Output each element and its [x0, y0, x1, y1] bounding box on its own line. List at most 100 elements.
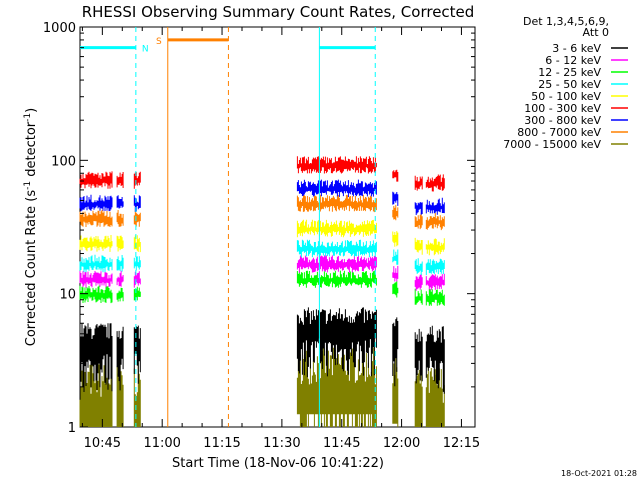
series-trace: [133, 210, 141, 227]
x-tick-label: 12:15: [443, 436, 480, 451]
series-trace: [414, 274, 423, 291]
x-tick-label: 11:15: [203, 436, 240, 451]
flag-interval: [318, 27, 376, 427]
series-trace: [392, 249, 399, 265]
legend-label: 6 - 12 keV: [545, 54, 601, 67]
series-trace: [116, 270, 124, 287]
series-trace: [116, 172, 124, 188]
series-12-25-kev: [79, 270, 445, 306]
axis-layer: 1 10 100 1000 10:45 11:00 11:15 11:30 11:45 12:00…: [43, 21, 480, 451]
series-trace: [392, 281, 399, 298]
flag-label: S: [156, 37, 162, 47]
series-trace: [79, 285, 113, 304]
series-trace: [296, 270, 377, 288]
series-50-100-kev: [79, 219, 445, 256]
legend-label: 300 - 800 keV: [524, 114, 601, 127]
y-axis-label-sup2: -1: [23, 113, 33, 122]
series-trace: [133, 325, 141, 384]
flag-label: N: [142, 45, 149, 55]
series-trace: [296, 255, 377, 273]
series-trace: [425, 238, 445, 256]
series-trace: [79, 323, 113, 392]
legend-header: Det 1,3,4,5,6,9,: [523, 15, 609, 28]
series-trace: [414, 213, 423, 230]
series-trace: [296, 307, 377, 378]
footer-date: 18-Oct-2021 01:28: [561, 469, 637, 478]
series-3-6-kev: [79, 307, 445, 394]
series-trace: [116, 326, 124, 391]
annotation-layer: NS: [80, 27, 376, 427]
chart-title: RHESSI Observing Summary Count Rates, Co…: [82, 3, 475, 21]
series-trace: [79, 364, 113, 427]
y-tick-label: 1: [68, 421, 76, 436]
series-trace: [392, 317, 399, 387]
y-tick-label: 10: [59, 288, 76, 303]
series-trace: [79, 270, 113, 288]
series-6-12-kev: [79, 255, 445, 291]
series-trace: [392, 169, 399, 182]
legend-label: 25 - 50 keV: [538, 78, 601, 91]
series-trace: [425, 325, 445, 394]
series-trace: [425, 197, 445, 215]
series-trace: [79, 254, 113, 273]
series-trace: [296, 219, 377, 238]
x-tick-label: 10:45: [84, 436, 121, 451]
series-trace: [425, 289, 445, 306]
series-300-800-kev: [79, 179, 445, 215]
legend-label: 800 - 7000 keV: [517, 126, 601, 139]
legend-label: 50 - 100 keV: [531, 90, 601, 103]
series-trace: [392, 358, 399, 427]
series-trace: [133, 256, 141, 271]
flag-interval: S: [156, 27, 229, 427]
y-axis-label: Corrected Count Rate (s-1 detector-1): [23, 108, 39, 346]
series-trace: [392, 204, 399, 221]
series-trace: [296, 179, 377, 197]
series-trace: [425, 258, 445, 276]
x-tick-label: 11:45: [323, 436, 360, 451]
series-trace: [414, 328, 423, 384]
series-trace: [296, 156, 377, 174]
y-axis-label-mid: detector: [24, 121, 39, 181]
series-trace: [116, 210, 124, 227]
x-axis-label: Start Time (18-Nov-06 10:41:22): [172, 456, 384, 471]
y-axis-label-end: ): [24, 108, 39, 113]
series-100-300-kev: [79, 156, 445, 192]
series-trace: [425, 366, 445, 427]
series-trace: [133, 362, 141, 427]
series-trace: [116, 195, 124, 209]
legend-header: Att 0: [583, 26, 609, 39]
series-trace: [296, 194, 377, 213]
x-tick-label: 12:00: [383, 436, 420, 451]
legend-label: 7000 - 15000 keV: [503, 138, 601, 151]
series-trace: [296, 239, 377, 258]
series-7000-15000-kev: [79, 347, 445, 427]
legend-label: 3 - 6 keV: [552, 42, 601, 55]
series-trace: [425, 273, 445, 291]
series-800-7000-kev: [79, 194, 445, 231]
x-tick-label: 11:30: [263, 436, 300, 451]
legend-label: 12 - 25 keV: [538, 66, 601, 79]
series-trace: [116, 364, 124, 427]
series-trace: [133, 271, 141, 288]
series-trace: [414, 288, 423, 305]
data-layer: [79, 156, 445, 427]
series-trace: [79, 171, 113, 189]
y-axis-label-sup1: -1: [23, 181, 33, 190]
series-trace: [425, 174, 445, 192]
series-trace: [392, 265, 399, 282]
x-tick-label: 11:00: [143, 436, 180, 451]
plot-frame: [79, 26, 476, 428]
series-trace: [116, 287, 124, 302]
series-trace: [133, 286, 141, 301]
y-tick-label: 1000: [43, 21, 76, 36]
series-trace: [414, 202, 423, 215]
series-trace: [414, 237, 423, 255]
series-trace: [79, 235, 113, 252]
series-trace: [116, 255, 124, 272]
series-trace: [425, 213, 445, 231]
series-trace: [296, 347, 377, 427]
series-trace: [392, 231, 399, 247]
series-trace: [392, 191, 399, 206]
